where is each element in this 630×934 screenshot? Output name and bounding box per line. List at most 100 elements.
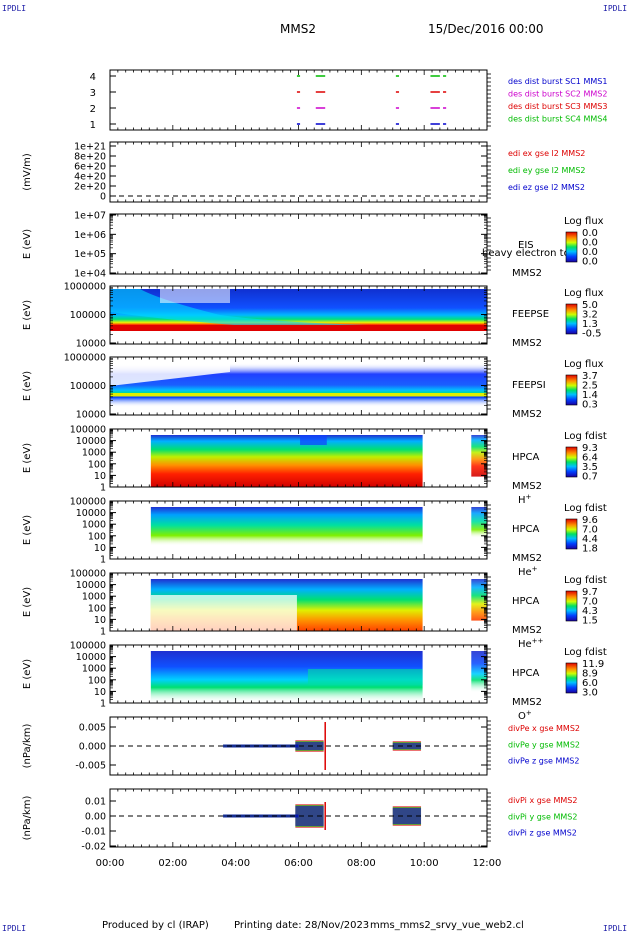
colorbar-title-hpca_o: Log fdist [564, 647, 607, 658]
y-tick-label-feepsi: 100000 [70, 381, 106, 392]
colorbar-tick-feepsi: 2.5 [582, 381, 598, 392]
y-axis-label-hpca_he: E (eV) [22, 515, 33, 545]
y-tick-label-hpca_h: 1000 [82, 448, 106, 459]
y-tick-label-hpca_he: 1000 [82, 520, 106, 531]
colorbar-hpca_h [565, 446, 578, 478]
y-tick-label-eis: 1e+06 [74, 230, 106, 241]
colorbar-tick-hpca_hepp: 7.0 [582, 597, 598, 608]
legend-entry-divpi: divPi x gse MMS2 [508, 796, 577, 805]
y-tick-label-hpca_hepp: 100000 [70, 569, 106, 580]
datetime-title: 15/Dec/2016 00:00 [428, 22, 544, 36]
colorbar-tick-hpca_o: 3.0 [582, 688, 598, 699]
legend-entry-burst: des dist burst SC4 MMS4 [508, 114, 607, 123]
spectrogram-feepse-sparse [160, 289, 230, 303]
spectrogram-hpca_he-end [471, 507, 487, 549]
y-tick-label-hpca_he: 10 [94, 543, 106, 554]
y-tick-label-hpca_hepp: 10 [94, 615, 106, 626]
colorbar-hpca_he [565, 518, 578, 550]
y-axis-label-edi: (mV/m) [22, 153, 33, 191]
instrument-label-eis: EIS [518, 240, 534, 251]
y-axis-label-feepse: E (eV) [22, 300, 33, 330]
legend-entry-divpe: divPe y gse MMS2 [508, 740, 580, 749]
colorbar-tick-feepse: 5.0 [582, 300, 598, 311]
corner-label-top-left: IPDLI [2, 4, 27, 13]
y-tick-label-feepsi: 10000 [76, 410, 106, 421]
panel-frame-eis [109, 213, 488, 275]
y-tick-label-feepsi: 1000000 [64, 353, 106, 364]
spectrogram-hpca_h [150, 435, 423, 487]
colorbar-tick-hpca_h: 9.3 [582, 443, 598, 454]
y-tick-label-feepse: 100000 [70, 310, 106, 321]
instrument-label-hpca_he: HPCA [512, 524, 540, 535]
y-tick-label-divpi: -0.02 [81, 842, 106, 853]
spectrogram-hpca_o-end [471, 651, 487, 693]
species-label-hpca_he: He+ [518, 565, 538, 578]
colorbar-eis [565, 231, 578, 263]
spectrogram-hpca_h-end [471, 435, 487, 477]
y-tick-label-hpca_o: 10 [94, 687, 106, 698]
colorbar-tick-hpca_hepp: 4.3 [582, 606, 598, 617]
colorbar-title-eis: Log flux [564, 216, 604, 227]
trace-divpe-burst2 [392, 743, 422, 749]
y-tick-label-feepse: 10000 [76, 339, 106, 350]
y-tick-label-hpca_o: 100000 [70, 641, 106, 652]
x-tick-label: 10:00 [410, 858, 439, 869]
spacecraft-label-hpca_h: MMS2 [512, 481, 542, 492]
colorbar-tick-eis: 0.0 [582, 247, 598, 258]
colorbar-tick-hpca_h: 0.7 [582, 472, 598, 483]
colorbar-tick-feepse: 3.2 [582, 310, 598, 321]
y-tick-label-hpca_o: 10000 [76, 652, 106, 663]
species-label-hpca_h: H+ [518, 493, 532, 506]
legend-entry-burst: des dist burst SC2 MMS2 [508, 89, 607, 98]
y-tick-label-divpi: 0.00 [85, 812, 106, 823]
y-tick-label-edi: 1e+21 [74, 142, 106, 153]
colorbar-hpca_hepp [565, 590, 578, 622]
instrument-label-hpca_o: HPCA [512, 668, 540, 679]
legend-entry-edi: edi ez gse l2 MMS2 [508, 183, 585, 192]
y-tick-label-burst: 3 [90, 88, 96, 99]
legend-entry-divpi: divPi y gse MMS2 [508, 812, 577, 821]
legend-entry-burst: des dist burst SC1 MMS1 [508, 77, 607, 86]
spectrogram-hpca_hepp-end [471, 579, 487, 621]
y-tick-label-divpe: 0.005 [79, 723, 106, 734]
y-tick-label-hpca_h: 10 [94, 471, 106, 482]
y-tick-label-burst: 2 [90, 104, 96, 115]
spectrogram-feepsi-yellow [110, 393, 487, 396]
spectrogram-hpca_hepp-sparse [150, 595, 297, 631]
spectrogram-hpca_he [150, 507, 423, 559]
y-tick-label-edi: 2e+20 [74, 182, 106, 193]
y-tick-label-hpca_h: 1 [100, 483, 106, 494]
colorbar-tick-feepsi: 1.4 [582, 390, 598, 401]
y-axis-label-hpca_o: E (eV) [22, 659, 33, 689]
y-tick-label-hpca_h: 10000 [76, 436, 106, 447]
colorbar-tick-hpca_o: 6.0 [582, 678, 598, 689]
x-tick-label: 12:00 [473, 858, 502, 869]
trace-divpi [223, 814, 299, 818]
y-tick-label-hpca_he: 100 [88, 531, 106, 542]
x-tick-label: 04:00 [221, 858, 250, 869]
colorbar-title-feepse: Log flux [564, 288, 604, 299]
y-tick-label-burst: 1 [90, 120, 96, 131]
colorbar-tick-eis: 0.0 [582, 228, 598, 239]
y-tick-label-hpca_he: 1 [100, 555, 106, 566]
y-tick-label-divpe: 0.000 [79, 742, 106, 753]
colorbar-tick-hpca_he: 4.4 [582, 534, 598, 545]
y-axis-label-feepsi: E (eV) [22, 371, 33, 401]
colorbar-tick-feepsi: 0.3 [582, 400, 598, 411]
subtitle-eis: heavy electron to [482, 248, 570, 259]
y-tick-label-edi: 0 [100, 192, 106, 203]
colorbar-tick-hpca_he: 1.8 [582, 544, 598, 555]
trace-divpi-burst2 [392, 808, 422, 824]
x-tick-label: 00:00 [96, 858, 125, 869]
spacecraft-label-hpca_o: MMS2 [512, 697, 542, 708]
colorbar-tick-hpca_o: 11.9 [582, 659, 604, 670]
y-tick-label-divpi: 0.01 [85, 797, 106, 808]
colorbar-tick-feepse: -0.5 [582, 329, 602, 340]
colorbar-hpca_o [565, 662, 578, 694]
colorbar-tick-hpca_he: 9.6 [582, 515, 598, 526]
colorbar-title-feepsi: Log flux [564, 359, 604, 370]
x-tick-label: 06:00 [284, 858, 313, 869]
x-tick-label: 08:00 [347, 858, 376, 869]
spectrogram-feepsi-gap [110, 363, 230, 386]
